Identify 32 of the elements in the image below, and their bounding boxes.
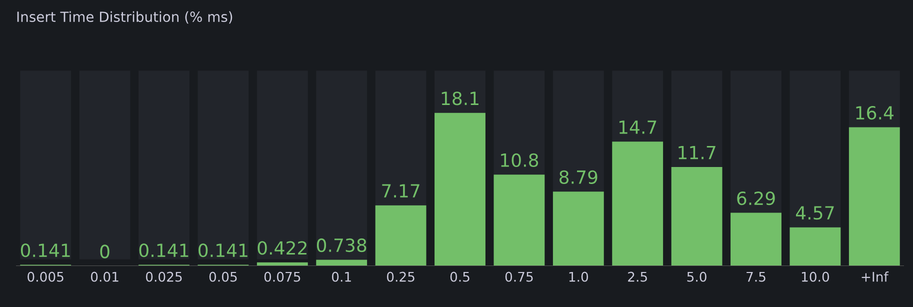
data-label: 16.4 [856,106,894,120]
x-tick-label: 0.5 [450,272,470,282]
data-label: 0.141 [198,243,248,258]
data-label: 8.79 [560,170,598,184]
x-tick-label: 0.005 [28,272,64,282]
x-tick-label: 5.0 [687,272,706,282]
x-tick-label: 7.5 [746,272,766,282]
x-tick-label: 0.1 [332,272,351,282]
data-label: 0.738 [316,238,366,252]
data-label: 0.141 [20,243,70,258]
x-tick-label: 0.025 [146,272,182,282]
data-label: 0.141 [139,243,188,258]
data-label: 14.7 [619,120,656,134]
data-label: 7.17 [382,184,420,198]
x-tick-label: 2.5 [628,272,647,282]
data-label: 18.1 [442,92,478,106]
x-tick-label: 0.01 [90,272,118,282]
data-label: 4.57 [796,206,834,220]
x-tick-label: 0.25 [386,272,414,282]
data-label: 6.29 [737,191,775,206]
x-tick-label: 0.075 [264,272,300,282]
x-tick-label: +Inf [862,272,889,282]
data-label: 0 [100,244,110,258]
data-label: 11.7 [678,146,716,160]
data-label: 0.422 [258,241,306,255]
x-tick-label: 10.0 [802,272,830,282]
x-tick-label: 0.05 [209,272,237,282]
bar [790,227,841,266]
x-tick-label: 1.0 [569,272,588,282]
x-tick-label: 0.75 [505,272,533,282]
chart-title: Insert Time Distribution (% ms) [17,11,232,24]
data-label: 10.8 [501,153,538,167]
